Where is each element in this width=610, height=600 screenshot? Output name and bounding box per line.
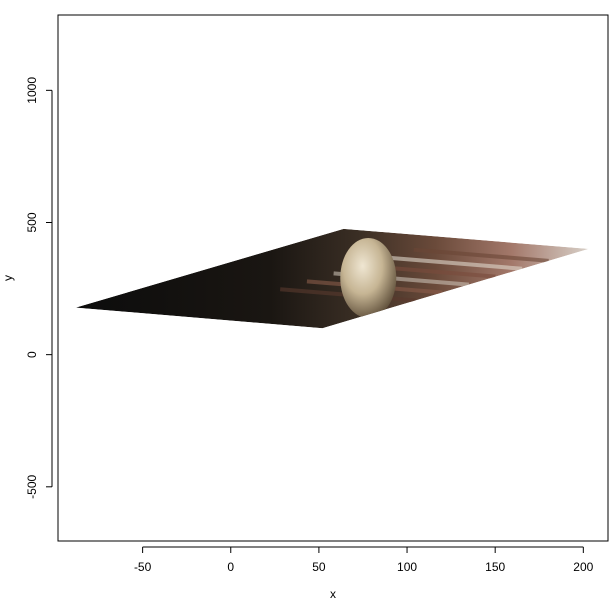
image-surface	[75, 228, 589, 329]
x-tick-label: 50	[312, 560, 326, 574]
y-tick-label: 0	[25, 351, 39, 358]
x-axis-label: x	[330, 587, 336, 600]
y-axis-label: y	[1, 275, 15, 281]
x-tick-label: 0	[227, 560, 234, 574]
image-stripe	[413, 247, 549, 263]
x-tick-label: -50	[134, 560, 152, 574]
y-tick-label: 500	[25, 212, 39, 232]
y-tick-label: 1000	[25, 77, 39, 104]
x-tick-label: 100	[397, 560, 417, 574]
x-tick-label: 150	[485, 560, 505, 574]
y-tick-label: -500	[25, 474, 39, 498]
skull-image	[340, 238, 397, 318]
x-axis: -50 0 50 100 150 200	[134, 546, 594, 574]
image-layer	[75, 228, 589, 329]
plot-box	[57, 14, 609, 542]
image-stripe	[386, 255, 523, 271]
x-tick-label: 200	[573, 560, 593, 574]
y-axis: -500 0 500 1000	[25, 77, 53, 499]
